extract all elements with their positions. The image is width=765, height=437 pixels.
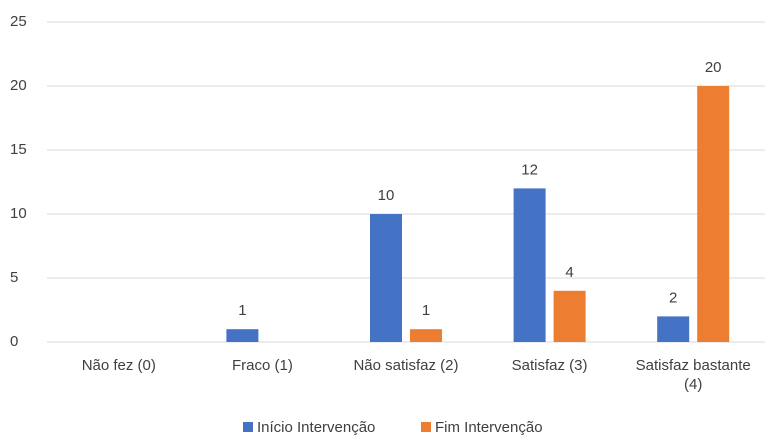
legend-swatch (243, 422, 253, 432)
data-label: 1 (422, 302, 430, 319)
bar (657, 316, 690, 342)
bar (697, 86, 730, 342)
data-label: 4 (565, 264, 573, 281)
x-tick-label: Satisfaz (3) (511, 357, 588, 374)
bar (370, 214, 402, 342)
y-tick-label: 25 (10, 13, 27, 30)
x-tick-label: Satisfaz bastante (4) (635, 357, 751, 393)
x-tick-label: Fraco (1) (231, 357, 293, 374)
data-label: 1 (238, 302, 246, 319)
y-tick-label: 0 (10, 333, 18, 350)
y-tick-label: 10 (10, 205, 27, 222)
legend-swatch (421, 422, 431, 432)
x-tick-label: Não satisfaz (2) (353, 357, 459, 374)
bar (410, 329, 442, 342)
bar (226, 329, 259, 342)
data-label: 10 (378, 187, 395, 204)
legend-label: Fim Intervenção (435, 419, 543, 436)
data-label: 2 (669, 289, 677, 306)
y-tick-label: 5 (10, 269, 18, 286)
bar (553, 290, 586, 342)
data-label: 12 (521, 161, 538, 178)
y-tick-label: 20 (10, 77, 27, 94)
x-tick-label: Não fez (0) (81, 357, 156, 374)
legend-label: Início Intervenção (257, 419, 375, 436)
bar (513, 188, 546, 342)
data-label: 20 (705, 59, 722, 76)
y-tick-label: 15 (10, 141, 27, 158)
